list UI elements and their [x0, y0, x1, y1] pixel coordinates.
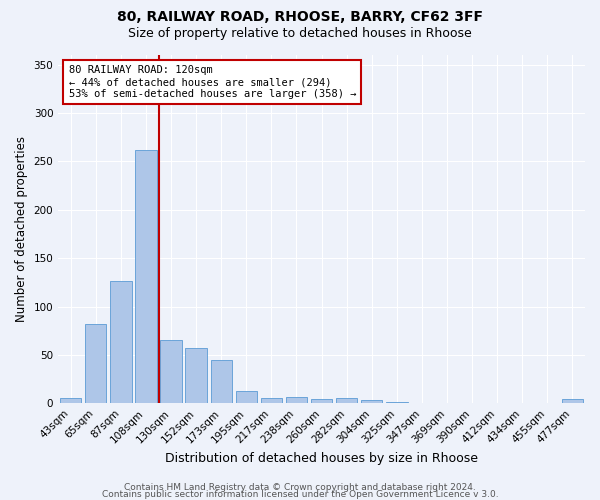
Bar — [60, 398, 82, 404]
Bar — [85, 324, 106, 404]
Bar — [286, 396, 307, 404]
Text: Contains public sector information licensed under the Open Government Licence v : Contains public sector information licen… — [101, 490, 499, 499]
Bar — [236, 391, 257, 404]
Bar — [261, 398, 282, 404]
Text: Contains HM Land Registry data © Crown copyright and database right 2024.: Contains HM Land Registry data © Crown c… — [124, 484, 476, 492]
Bar — [136, 150, 157, 404]
Bar — [361, 400, 382, 404]
Bar — [336, 398, 358, 404]
Y-axis label: Number of detached properties: Number of detached properties — [15, 136, 28, 322]
Text: 80, RAILWAY ROAD, RHOOSE, BARRY, CF62 3FF: 80, RAILWAY ROAD, RHOOSE, BARRY, CF62 3F… — [117, 10, 483, 24]
Bar — [211, 360, 232, 404]
X-axis label: Distribution of detached houses by size in Rhoose: Distribution of detached houses by size … — [165, 452, 478, 465]
Bar — [160, 340, 182, 404]
Bar — [185, 348, 207, 404]
Bar — [386, 402, 407, 404]
Text: 80 RAILWAY ROAD: 120sqm
← 44% of detached houses are smaller (294)
53% of semi-d: 80 RAILWAY ROAD: 120sqm ← 44% of detache… — [69, 66, 356, 98]
Bar — [110, 282, 131, 404]
Bar — [562, 400, 583, 404]
Bar — [311, 400, 332, 404]
Text: Size of property relative to detached houses in Rhoose: Size of property relative to detached ho… — [128, 28, 472, 40]
